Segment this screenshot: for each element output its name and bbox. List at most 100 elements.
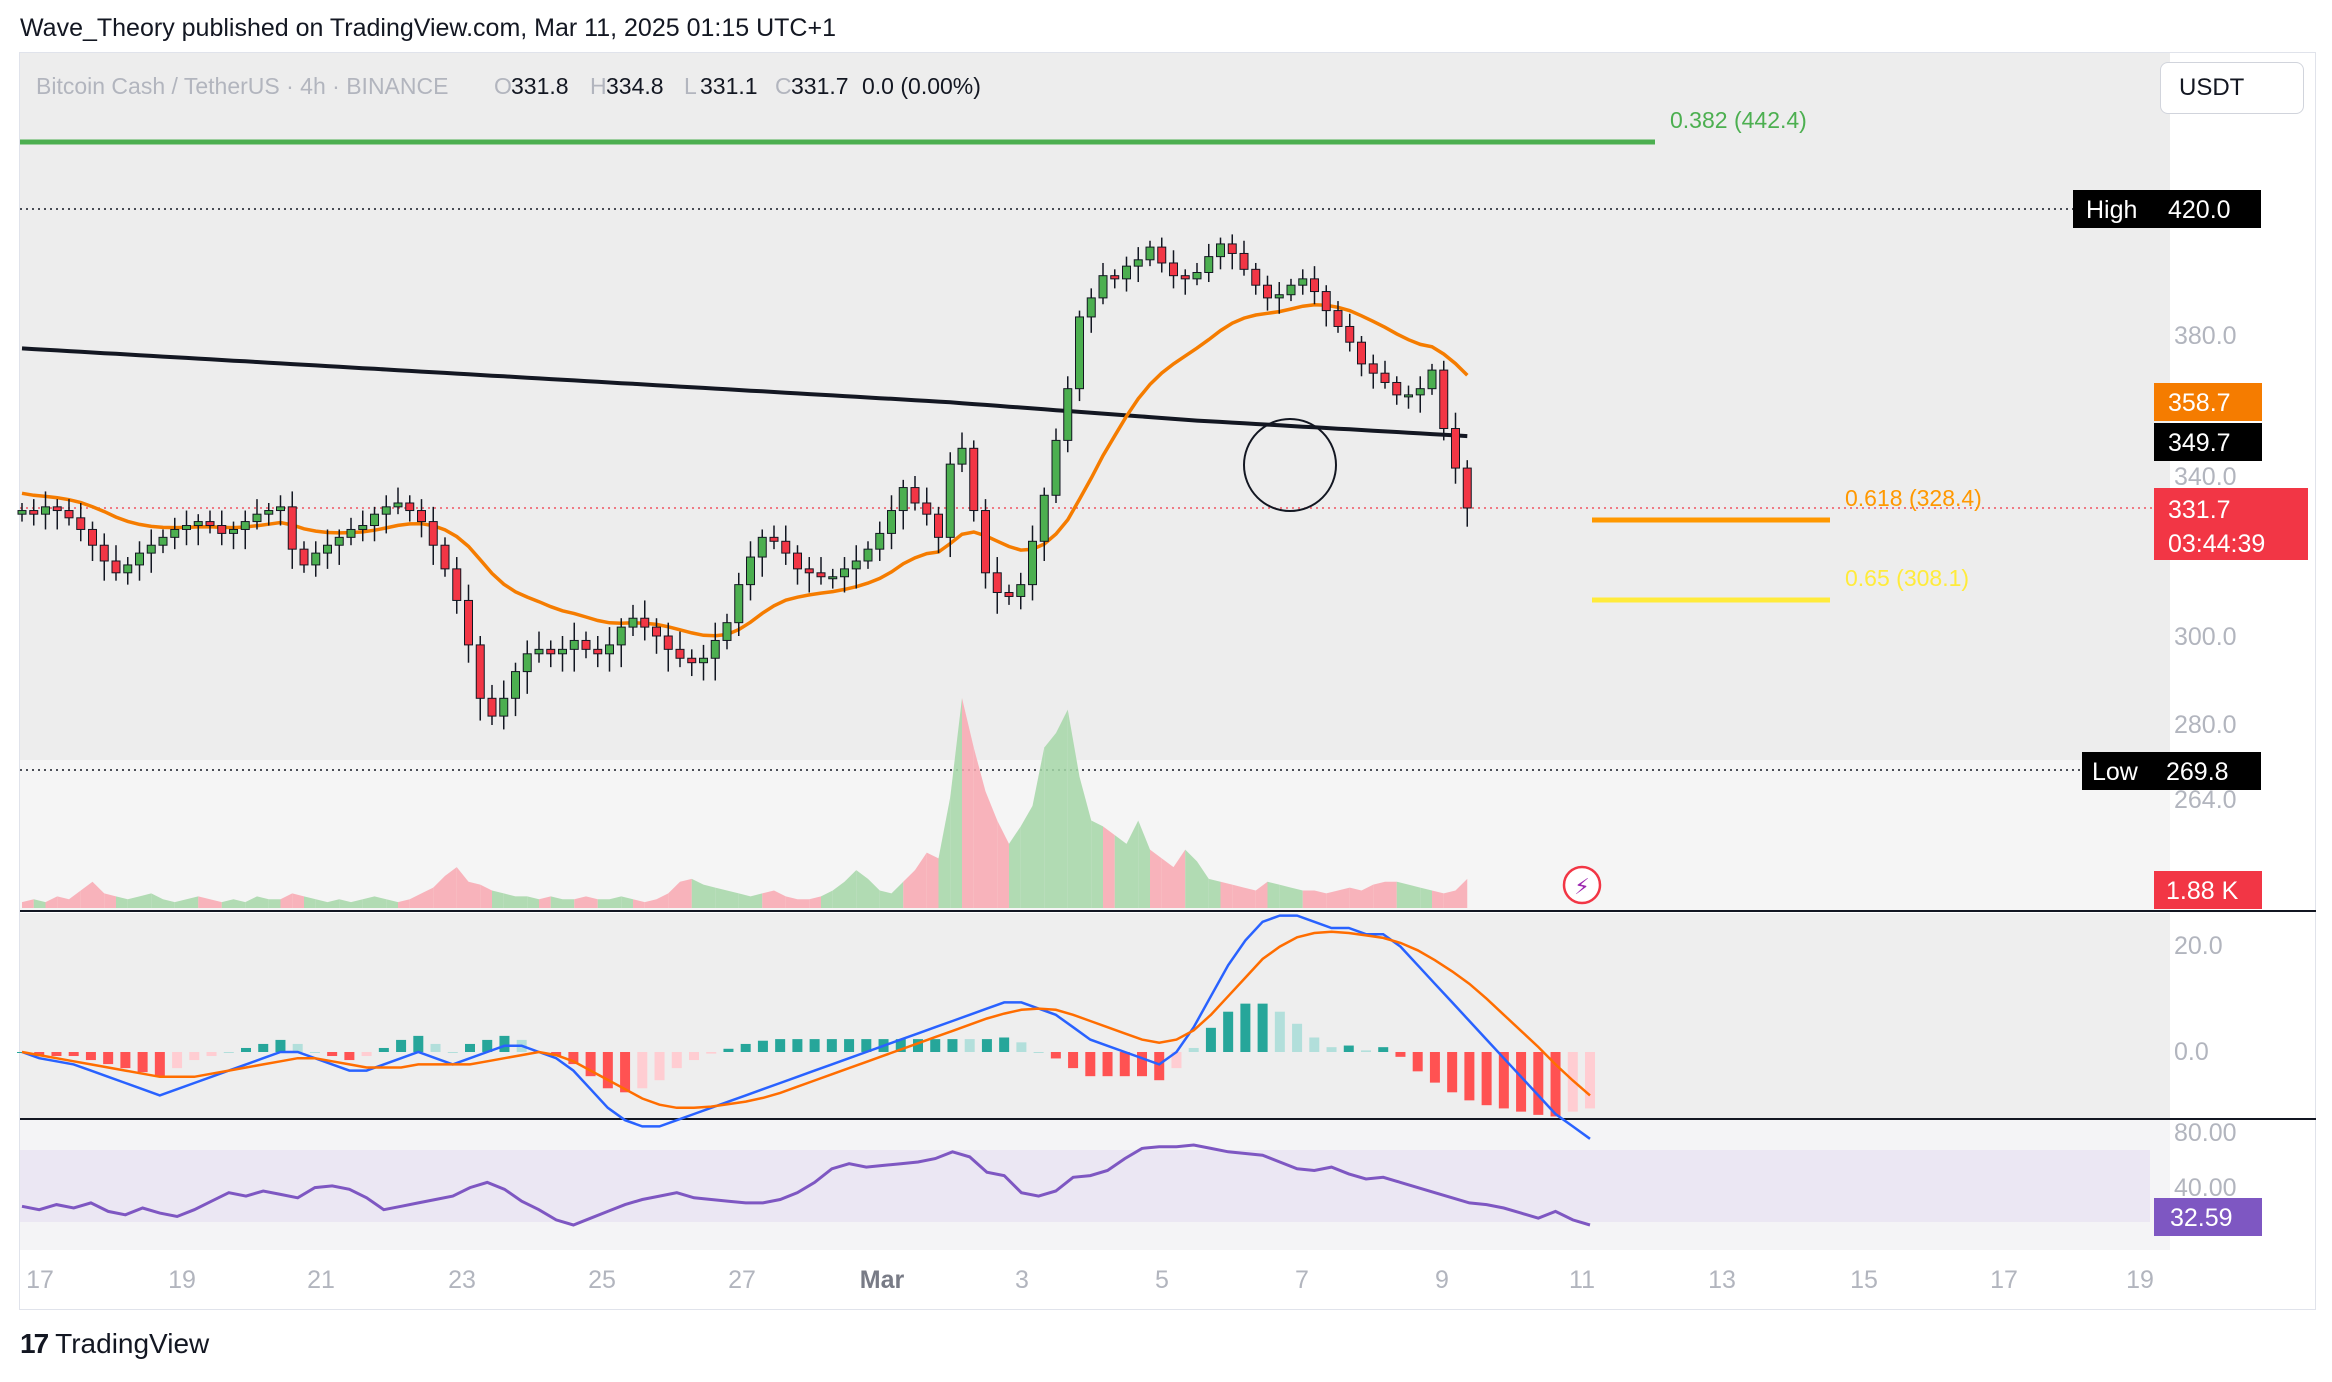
candle-body — [628, 617, 638, 628]
macd-histogram-bar — [1498, 1052, 1509, 1109]
macd-histogram-bar — [1481, 1052, 1492, 1106]
candle-body — [699, 657, 708, 664]
candle-body — [229, 528, 238, 534]
candle-body — [64, 510, 74, 519]
volume-area-segment — [480, 884, 492, 908]
volume-area-segment — [1173, 849, 1186, 908]
macd-histogram-bar — [1119, 1052, 1130, 1077]
candle-body — [1251, 268, 1261, 286]
time-axis-label: 7 — [1295, 1266, 1309, 1294]
volume-area-segment — [738, 893, 751, 908]
volume-area-segment — [1091, 820, 1103, 908]
macd-histogram-bar — [1361, 1050, 1371, 1052]
macd-histogram-bar — [637, 1052, 648, 1089]
volume-area-segment — [597, 899, 610, 908]
tradingview-brand: TradingView — [55, 1328, 210, 1359]
candle-body — [170, 528, 180, 538]
candle-body — [1216, 243, 1225, 258]
candle-body — [440, 544, 450, 570]
candle-body — [1133, 259, 1143, 267]
chart-frame[interactable] — [19, 52, 2316, 1310]
rsi-axis-label: 40.00 — [2174, 1174, 2237, 1202]
price-axis-label: 300.0 — [2174, 623, 2237, 651]
volume-area-segment — [151, 893, 163, 908]
macd-histogram-bar — [172, 1052, 183, 1069]
macd-histogram-bar — [1171, 1052, 1182, 1069]
candle-body — [1357, 341, 1366, 365]
legend-o-label: O — [494, 73, 512, 99]
candle-body — [1169, 262, 1178, 277]
currency-selector[interactable]: USDT — [2160, 62, 2304, 114]
volume-area-segment — [409, 893, 422, 908]
time-axis-label: 27 — [728, 1266, 756, 1294]
macd-histogram-bar — [671, 1052, 682, 1069]
price-axis[interactable]: 380.0 340.0 300.0 280.0 264.0 20.0 0.0 80.00 40.… — [2174, 322, 2237, 1202]
candle-body — [652, 626, 661, 637]
candle-body — [311, 552, 321, 566]
candle-body — [605, 644, 614, 655]
time-axis[interactable]: 17 19 21 23 25 27 Mar 3 5 7 9 11 13 15 17 19 — [26, 1266, 2154, 1294]
candle-body — [511, 671, 520, 699]
time-axis-label: 9 — [1435, 1266, 1449, 1294]
alert-icon[interactable]: ⚡ — [1562, 865, 1602, 905]
time-axis-label: 13 — [1708, 1266, 1736, 1294]
candle-body — [1380, 372, 1390, 383]
macd-histogram-bar — [378, 1047, 389, 1052]
rsi-axis-label: 80.00 — [2174, 1119, 2237, 1147]
candle-body — [1039, 494, 1049, 542]
volume-area-segment — [268, 899, 281, 908]
low-label: Low 269.8 — [2082, 752, 2261, 790]
legend-h: 334.8 — [606, 73, 664, 99]
candle-body — [781, 540, 791, 554]
volume-area-segment — [1138, 820, 1150, 908]
volume-area-segment — [762, 890, 774, 908]
tradingview-logo[interactable]: 17 TradingView — [20, 1328, 209, 1360]
volume-area-segment — [1197, 861, 1209, 908]
macd-histogram-bar — [1550, 1052, 1561, 1117]
volume-area-segment — [398, 899, 410, 908]
candle-body — [1204, 256, 1214, 273]
volume-area-segment — [1114, 835, 1127, 908]
volume-area-segment — [80, 881, 93, 908]
badge-last-price: 331.7 03:44:39 — [2154, 488, 2308, 560]
volume-area-segment — [691, 878, 704, 908]
volume-area-segment — [1361, 884, 1374, 908]
candle-body — [475, 644, 485, 699]
macd-histogram-bar — [861, 1039, 872, 1052]
time-axis-label: Mar — [860, 1266, 905, 1294]
volume-area-segment — [668, 881, 680, 908]
volume-area-segment — [1267, 881, 1280, 908]
candle-body — [757, 536, 767, 558]
candle-body — [1427, 369, 1437, 390]
price-axis-label: 340.0 — [2174, 463, 2237, 491]
volume-area-segment — [562, 899, 575, 908]
candle-body — [1368, 363, 1378, 374]
volume-area-segment — [163, 899, 175, 908]
candle-body — [934, 513, 943, 538]
macd-histogram-bar — [792, 1039, 803, 1052]
volume-area-segment — [1044, 733, 1056, 908]
volume-area-segment — [915, 852, 927, 908]
candle-body — [1439, 369, 1449, 430]
candle-body — [875, 532, 885, 550]
candle-body — [276, 506, 285, 512]
macd-histogram-bar — [154, 1052, 165, 1077]
candle-body — [393, 502, 403, 508]
candle-body — [182, 525, 191, 530]
macd-histogram-bar — [1257, 1003, 1268, 1052]
rsi-band — [20, 1150, 2150, 1222]
ma-black-line — [21, 346, 1468, 439]
volume-area-segment — [362, 896, 375, 908]
time-axis-label: 5 — [1155, 1266, 1169, 1294]
fib-level-label: 0.382 (442.4) — [1670, 107, 1807, 133]
macd-histogram-bar — [1154, 1052, 1165, 1081]
volume-area-segment — [104, 893, 116, 908]
macd-histogram-bar — [309, 1052, 320, 1053]
volume-area-segment — [1420, 887, 1432, 908]
volume-area-segment — [550, 896, 563, 908]
candle-body — [910, 487, 920, 504]
macd-histogram-bar — [482, 1039, 493, 1052]
macd-histogram-bar — [206, 1052, 217, 1057]
candle-body — [957, 447, 967, 465]
